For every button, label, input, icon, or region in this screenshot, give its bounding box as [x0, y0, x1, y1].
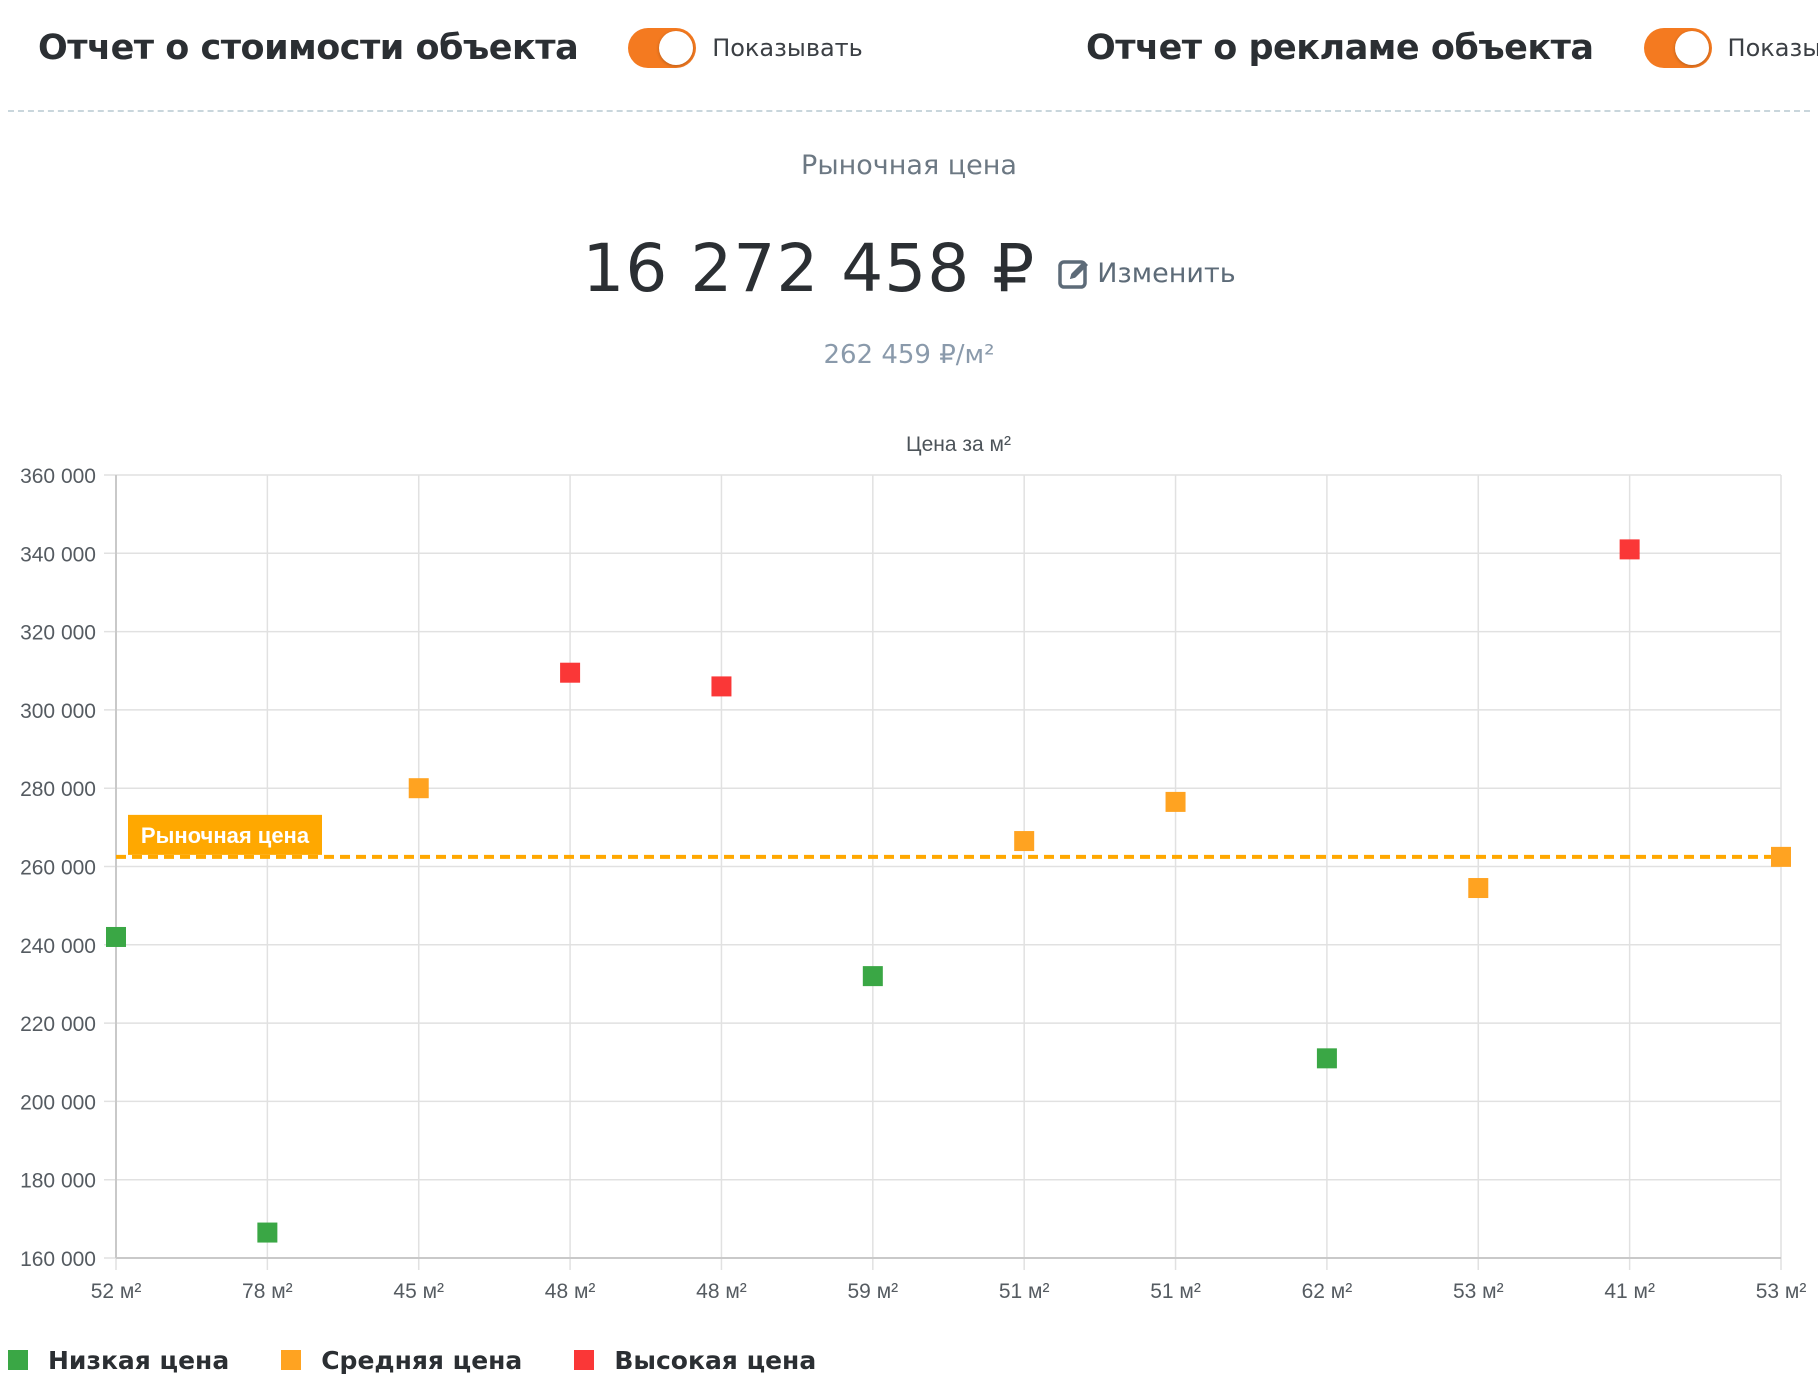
y-tick-label: 300 000 [20, 700, 96, 723]
data-point-low [1316, 1048, 1337, 1069]
legend-swatch-low [8, 1350, 28, 1370]
legend-label-high: Высокая цена [614, 1345, 817, 1375]
cost-report-toggle-label[interactable]: Показывать [712, 34, 863, 62]
y-tick-label: 180 000 [20, 1170, 96, 1193]
report-toggles-bar: Отчет о стоимости объекта Показывать Отч… [0, 0, 1818, 112]
data-point-mid [1771, 846, 1791, 867]
ads-report-control: Отчет о рекламе объекта Показывать [1086, 28, 1818, 68]
data-point-low [862, 966, 883, 987]
toggle-knob [1674, 31, 1709, 65]
edit-price-label: Изменить [1097, 258, 1236, 289]
y-tick-label: 200 000 [20, 1091, 96, 1114]
legend-item-low[interactable]: Низкая цена [8, 1346, 229, 1375]
x-tick-label: 48 м² [696, 1280, 747, 1303]
reference-label-box [128, 814, 322, 855]
x-tick-label: 59 м² [848, 1280, 899, 1303]
x-tick-label: 51 м² [999, 1280, 1050, 1303]
x-tick-label: 53 м² [1453, 1280, 1504, 1303]
ads-report-toggle[interactable] [1643, 28, 1712, 68]
legend-swatch-mid [281, 1350, 302, 1370]
cost-report-title: Отчет о стоимости объекта [38, 28, 579, 68]
x-tick-label: 78 м² [242, 1280, 293, 1303]
legend-label-low: Низкая цена [48, 1345, 230, 1375]
y-tick-label: 280 000 [20, 778, 96, 801]
y-tick-label: 320 000 [20, 622, 96, 645]
edit-price-button[interactable]: Изменить [1057, 247, 1236, 291]
price-per-meter-chart: Цена за м² 360 000 340 000 320 000 300 000 28… [0, 420, 1818, 1320]
y-tick-label: 340 000 [20, 543, 96, 566]
ads-report-title: Отчет о рекламе объекта [1086, 28, 1594, 68]
x-tick-label: 41 м² [1604, 1280, 1655, 1303]
data-point-mid [1014, 831, 1035, 852]
x-tick-label: 48 м² [545, 1280, 596, 1303]
data-point-low [257, 1222, 278, 1243]
ads-report-toggle-label[interactable]: Показывать [1727, 34, 1818, 62]
chart-title: Цена за м² [906, 433, 1011, 456]
market-price-row: 16 272 458 ₽ Изменить [0, 230, 1818, 307]
legend-item-high[interactable]: Высокая цена [574, 1346, 816, 1375]
data-point-high [711, 676, 732, 697]
data-point-mid [1468, 878, 1489, 899]
cost-report-control: Отчет о стоимости объекта Показывать [38, 28, 863, 68]
y-tick-label: 260 000 [20, 857, 96, 880]
chart-legend: Низкая цена Средняя цена Высокая цена [8, 1345, 868, 1375]
price-per-square-meter: 262 459 ₽/м² [823, 340, 995, 370]
y-tick-label: 160 000 [20, 1248, 96, 1271]
reference-line-label: Рыночная цена [141, 823, 310, 848]
legend-label-mid: Средняя цена [321, 1345, 523, 1375]
x-tick-label: 52 м² [91, 1280, 142, 1303]
x-tick-label: 62 м² [1302, 1280, 1353, 1303]
x-tick-label: 53 м² [1756, 1280, 1807, 1303]
market-price-block: Рыночная цена 16 272 458 ₽ Изменить 262 … [0, 150, 1818, 370]
scatter-chart-svg: Цена за м² 360 000 340 000 320 000 300 000 28… [20, 433, 1807, 1303]
market-price-caption: Рыночная цена [801, 150, 1017, 181]
y-tick-label: 240 000 [20, 935, 96, 958]
data-point-mid [1165, 791, 1186, 812]
edit-icon [1058, 259, 1089, 289]
data-point-high [1619, 539, 1640, 560]
toggle-knob [659, 31, 694, 65]
x-tick-label: 45 м² [393, 1280, 444, 1303]
market-price-value: 16 272 458 ₽ [582, 230, 1036, 307]
y-tick-label: 220 000 [20, 1013, 96, 1036]
cost-report-toggle[interactable] [628, 28, 697, 68]
section-divider [8, 110, 1810, 112]
data-point-mid [408, 778, 429, 799]
data-point-low [106, 926, 126, 947]
x-tick-label: 51 м² [1150, 1280, 1201, 1303]
y-tick-label: 360 000 [20, 465, 96, 488]
data-point-high [560, 662, 581, 683]
legend-swatch-high [574, 1350, 595, 1370]
legend-item-mid[interactable]: Средняя цена [281, 1346, 522, 1375]
